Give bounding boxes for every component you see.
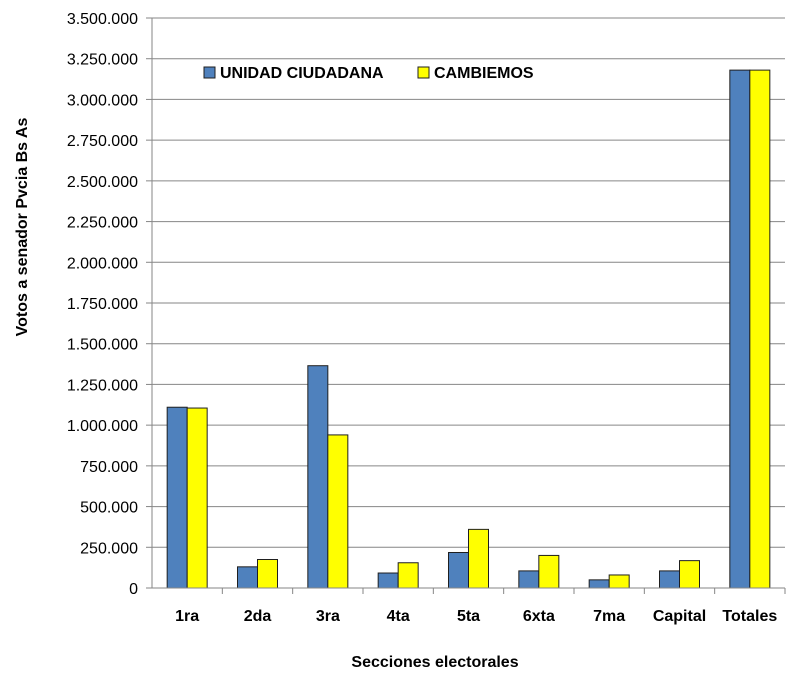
legend-swatch	[417, 66, 430, 79]
x-tick-label: 4ta	[387, 608, 410, 625]
y-tick-label: 250.000	[80, 540, 138, 557]
legend-label: CAMBIEMOS	[434, 65, 534, 82]
y-tick-label: 500.000	[80, 500, 138, 517]
y-tick-label: 1.750.000	[67, 296, 138, 313]
y-tick-label: 0	[129, 581, 138, 598]
bar-unidad-ciudadana	[237, 566, 258, 589]
bar-unidad-ciudadana	[729, 69, 751, 589]
y-tick-label: 2.000.000	[67, 255, 138, 272]
x-tick-label: Capital	[653, 608, 706, 625]
bar-unidad-ciudadana	[448, 551, 469, 589]
bar-unidad-ciudadana	[588, 579, 610, 589]
bar-unidad-ciudadana	[307, 365, 329, 589]
bar-unidad-ciudadana	[659, 570, 680, 589]
y-tick-labels: 0 250.000 500.000 750.000 1.000.000 1.250.000…	[67, 11, 138, 598]
gridlines	[152, 17, 785, 548]
x-tick-label: 7ma	[593, 608, 625, 625]
y-tick-label: 3.250.000	[67, 52, 138, 69]
legend-swatch	[203, 66, 216, 79]
x-tick-label: 2da	[244, 608, 272, 625]
x-tick-label: Totales	[722, 608, 777, 625]
y-tick-label: 750.000	[80, 459, 138, 476]
x-axis-title: Secciones electorales	[351, 654, 518, 671]
y-axis-title: Votos a senador Pvcia Bs As	[14, 118, 31, 337]
bar-cambiemos	[538, 554, 560, 589]
y-tick-label: 3.000.000	[67, 92, 138, 109]
y-tick-label: 1.000.000	[67, 418, 138, 435]
y-tick-label: 3.500.000	[67, 11, 138, 28]
x-tick-label: 6xta	[523, 608, 555, 625]
y-tick-label: 2.750.000	[67, 133, 138, 150]
y-tick-label: 1.250.000	[67, 377, 138, 394]
x-tick-label: 3ra	[316, 608, 340, 625]
bar-cambiemos	[608, 574, 630, 589]
bar-cambiemos	[749, 69, 771, 589]
bar-cambiemos	[257, 559, 278, 589]
x-tick-labels: 1ra 2da 3ra 4ta 5ta 6xta 7ma Capital Totales	[175, 608, 777, 625]
bar-unidad-ciudadana	[377, 572, 399, 589]
axes	[146, 17, 786, 594]
bar-cambiemos	[679, 560, 700, 589]
bar-cambiemos	[186, 407, 208, 589]
x-tick-label: 5ta	[457, 608, 480, 625]
bars	[166, 69, 771, 589]
y-tick-label: 2.250.000	[67, 215, 138, 232]
bar-cambiemos	[468, 528, 489, 589]
x-tick-label: 1ra	[175, 608, 199, 625]
bar-cambiemos	[397, 562, 419, 589]
bar-unidad-ciudadana	[518, 570, 540, 589]
bar-unidad-ciudadana	[166, 406, 188, 589]
legend: UNIDAD CIUDADANA CAMBIEMOS	[203, 65, 534, 82]
y-tick-label: 2.500.000	[67, 174, 138, 191]
bar-cambiemos	[327, 434, 349, 589]
legend-label: UNIDAD CIUDADANA	[220, 65, 384, 82]
y-tick-label: 1.500.000	[67, 337, 138, 354]
